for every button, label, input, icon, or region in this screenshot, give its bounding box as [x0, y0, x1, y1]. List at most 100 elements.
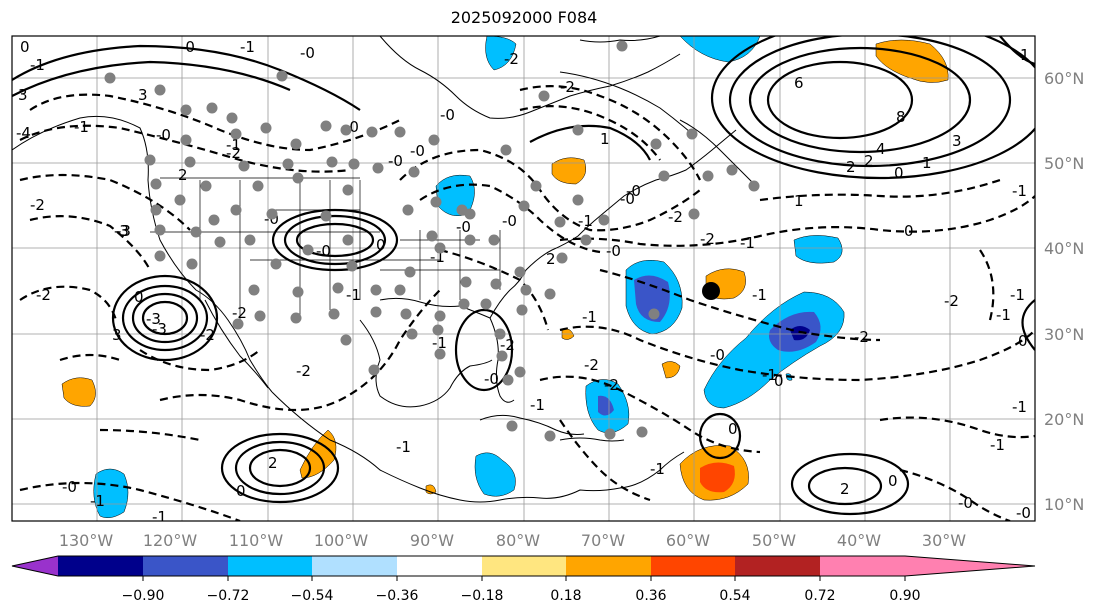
contour-label: -2 [604, 376, 619, 394]
contour-label: -4 [16, 124, 31, 142]
lon-label: 120°W [143, 531, 198, 550]
contour-label: -0 [300, 44, 315, 62]
contour-label: -3 [146, 310, 161, 328]
contour-label: 0 [904, 222, 914, 240]
colorbar-tick: 0.18 [550, 588, 581, 604]
colorbar-tick: 0.72 [804, 588, 835, 604]
contour-label: -2 [584, 356, 599, 374]
anomaly-shading [61, 36, 949, 519]
lat-label: 50°N [1044, 154, 1084, 173]
contour-label: -0 [1016, 504, 1031, 522]
contour-label: 4 [876, 140, 886, 158]
lon-label: 100°W [314, 531, 369, 550]
contour-label: -3 [152, 320, 167, 338]
contour-label: -0 [626, 182, 641, 200]
colorbar-tick: 0.54 [719, 588, 750, 604]
contour-label: 2 [268, 454, 278, 472]
contour-label: -1 [582, 308, 597, 326]
lon-label: 80°W [496, 531, 540, 550]
contour-label: 0 [888, 472, 898, 490]
contour-label: -2 [30, 196, 45, 214]
lon-label: 70°W [581, 531, 625, 550]
contour-label: -2 [296, 362, 311, 380]
lat-label: 30°N [1044, 325, 1084, 344]
contour-label: 0 [774, 372, 784, 390]
contour-label: -2 [504, 50, 519, 68]
colorbar-tick: −0.36 [376, 588, 419, 604]
contour-label: -0 [710, 346, 725, 364]
lon-label: 30°W [922, 531, 966, 550]
contour-label: 2 [178, 166, 188, 184]
contour-label: -0 [388, 152, 403, 170]
contour-label: -0 [606, 242, 621, 260]
contour-label: -0 [180, 38, 195, 56]
lat-label: 20°N [1044, 410, 1084, 429]
contour-label: -1 [152, 508, 167, 526]
colorbar-tick: −0.18 [461, 588, 504, 604]
contour-label: -2 [854, 328, 869, 346]
contour-label: 2 [846, 158, 856, 176]
map-title: 2025092000 F084 [450, 8, 598, 27]
contour-label: 0 [134, 288, 144, 306]
contour-label: -3 [114, 222, 129, 240]
colorbar-tick: −0.72 [207, 588, 250, 604]
colorbar-segment [312, 556, 397, 576]
lat-label: 60°N [1044, 69, 1084, 88]
lon-label: 50°W [752, 531, 796, 550]
contour-label: -1 [650, 460, 665, 478]
contour-label: 2 [840, 480, 850, 498]
contour-label: -1 [396, 438, 411, 456]
contour-label: -2 [500, 336, 515, 354]
contour-label: -1 [530, 396, 545, 414]
contour-label: -1 [578, 212, 593, 230]
colorbar: −0.90 −0.72 −0.54 −0.36 −0.18 0.18 0.36 … [11, 555, 1036, 604]
contour-label: -2 [944, 292, 959, 310]
contour-label: -2 [200, 326, 215, 344]
colorbar-extend-min [12, 556, 58, 576]
contour-label: -2 [36, 286, 51, 304]
contour-label: 1 [922, 154, 932, 172]
negative-contours [19, 85, 1035, 521]
positive-contours [12, 36, 1035, 516]
contour-label: 2 [546, 250, 556, 268]
contour-label: -0 [62, 478, 77, 496]
contour-label: -2 [560, 78, 575, 96]
lon-label: 40°W [837, 531, 881, 550]
colorbar-segment [651, 556, 735, 576]
contour-label: -0 [958, 494, 973, 512]
lon-label: 130°W [59, 531, 114, 550]
contour-label: -2 [668, 208, 683, 226]
contour-label: -0 [440, 106, 455, 124]
contour-label: 3 [112, 326, 122, 344]
contour-label: 1 [1020, 46, 1030, 64]
lon-label: 60°W [666, 531, 710, 550]
contour-label: 8 [896, 108, 906, 126]
contour-label: -1 [346, 286, 361, 304]
latitude-labels: 60°N 50°N 40°N 30°N 20°N 10°N [1044, 69, 1084, 514]
contour-label: 0 [894, 164, 904, 182]
contour-label: -0 [620, 190, 635, 208]
contour-label: -1 [90, 492, 105, 510]
colorbar-segment [143, 556, 228, 576]
contour-label: 6 [794, 74, 804, 92]
contour-label: 1 [600, 130, 610, 148]
contour-label: 0 [20, 38, 30, 56]
contour-label: 3 [138, 86, 148, 104]
colorbar-segment [482, 556, 566, 576]
lat-label: 40°N [1044, 239, 1084, 258]
contour-label: 2 [864, 152, 874, 170]
contour-label: -0 [502, 212, 517, 230]
contour-label: -0 [156, 126, 171, 144]
contour-label: -1 [996, 306, 1011, 324]
contour-label: -1 [432, 334, 447, 352]
contour-label: -0 [456, 218, 471, 236]
contour-label: 0 [728, 420, 738, 438]
contour-label: -1 [30, 56, 45, 74]
contour-label: -2 [232, 304, 247, 322]
contour-label: 1 [794, 192, 804, 210]
longitude-labels: 130°W 120°W 110°W 100°W 90°W 80°W 70°W 6… [59, 531, 966, 550]
contour-labels: 0 3 -1 -4 3 -1 -2 -3 -0 -1 -1 2 -3 -0 3 … [16, 38, 1031, 526]
contour-label: -2 [700, 230, 715, 248]
station-dots [104, 40, 760, 442]
